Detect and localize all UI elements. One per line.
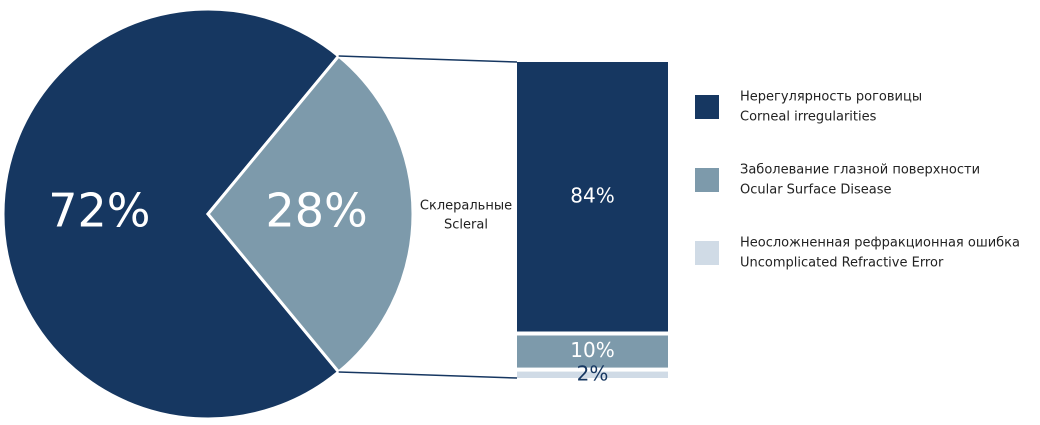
bar-segment xyxy=(517,335,668,368)
legend-label: Неосложненная рефракционная ошибка xyxy=(740,236,1020,251)
bar-label: 2% xyxy=(577,361,609,385)
connector xyxy=(338,371,518,379)
bar-segment xyxy=(517,371,668,378)
bar-title: Склеральные xyxy=(420,199,512,214)
legend-label-en: Ocular Surface Disease xyxy=(740,183,891,198)
legend-swatch xyxy=(695,168,719,192)
legend-label-en: Uncomplicated Refractive Error xyxy=(740,256,944,271)
pie-slice xyxy=(1,7,341,421)
bar-segment xyxy=(517,62,668,332)
bar-subtitle: Scleral xyxy=(444,218,488,233)
legend-label-en: Corneal irregularities xyxy=(740,110,877,125)
bar-label: 10% xyxy=(570,338,614,362)
connector xyxy=(338,55,518,63)
bar-label: 84% xyxy=(570,183,614,207)
legend-swatch xyxy=(695,95,719,119)
legend-swatch xyxy=(695,241,719,265)
pie-slice xyxy=(206,53,415,375)
pie-label: 28% xyxy=(266,184,368,238)
legend-label: Заболевание глазной поверхности xyxy=(740,163,980,178)
pie-label: 72% xyxy=(48,184,150,238)
legend-label: Нерегулярность роговицы xyxy=(740,90,922,105)
